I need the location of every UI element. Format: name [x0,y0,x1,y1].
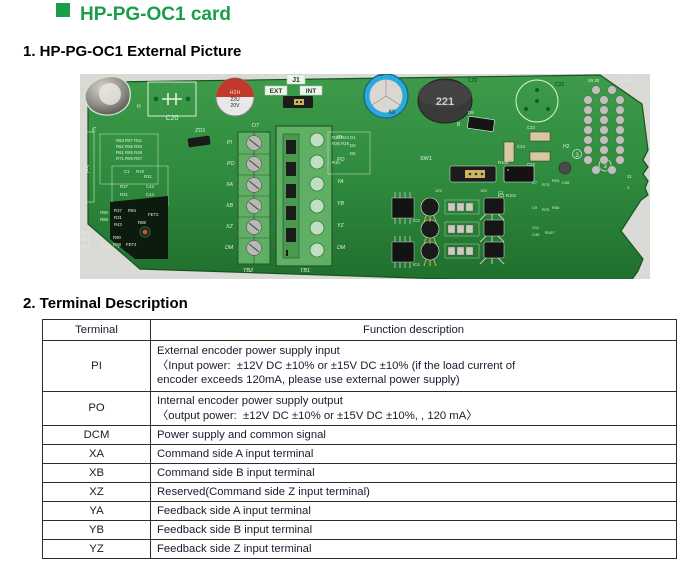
svg-text:R03: R03 [552,178,560,183]
svg-text:YA: YA [337,179,344,185]
svg-text:R20 R24: R20 R24 [332,135,350,140]
svg-text:R31: R31 [114,215,122,220]
svg-text:FET2: FET2 [148,212,159,217]
svg-text:R98: R98 [100,217,108,222]
svg-text:R107: R107 [545,230,555,235]
svg-text:C26: C26 [468,78,477,84]
svg-text:R90: R90 [113,235,121,240]
svg-text:R37: R37 [114,208,122,213]
svg-text:C9: C9 [532,205,538,210]
svg-text:C45: C45 [562,180,570,185]
svg-text:R06: R06 [552,205,560,210]
svg-text:R92: R92 [102,244,110,249]
svg-text:29 30: 29 30 [588,78,600,83]
svg-text:DM: DM [225,245,234,251]
svg-text:L1: L1 [378,74,384,78]
svg-text:C49: C49 [532,232,540,237]
svg-text:R45: R45 [82,237,90,242]
svg-text:IC3: IC3 [413,218,420,223]
svg-text:D5: D5 [350,151,356,156]
svg-text:C32: C32 [555,82,564,88]
svg-text:C24: C24 [517,144,525,149]
svg-text:221: 221 [436,96,454,108]
svg-text:FET4: FET4 [126,242,137,247]
svg-text:68: 68 [389,110,396,116]
svg-text:R94: R94 [128,208,136,213]
svg-text:14 15: 14 15 [620,78,632,83]
svg-text:R88: R88 [138,220,146,225]
svg-text:XA: XA [225,182,233,188]
svg-text:D1: D1 [350,135,356,140]
svg-text:20V: 20V [231,103,241,109]
svg-text:R71 R69 R67: R71 R69 R67 [116,156,143,161]
svg-text:R98: R98 [113,242,121,247]
svg-text:SW1: SW1 [420,156,432,162]
svg-text:R63 R57 R51: R63 R57 R51 [116,138,143,143]
svg-text:EXT: EXT [270,88,283,95]
svg-text:ZD1: ZD1 [195,128,205,134]
svg-text:C1: C1 [498,190,504,195]
svg-text:IC4: IC4 [413,262,420,267]
svg-text:PI: PI [227,140,232,146]
svg-text:8: 8 [457,122,460,128]
svg-text:C44: C44 [146,192,154,197]
svg-text:XB: XB [225,203,233,209]
svg-text:H2H: H2H [229,90,240,96]
svg-text:XZ: XZ [225,224,233,230]
svg-text:YB: YB [337,201,344,207]
svg-text:H2: H2 [563,144,570,150]
svg-text:C11: C11 [532,225,540,230]
svg-text:12V: 12V [435,188,442,193]
svg-text:R31: R31 [120,192,128,197]
svg-text:21: 21 [627,174,632,179]
svg-text:INT: INT [306,88,317,95]
svg-text:[G1]: [G1] [84,165,89,173]
svg-text:R47: R47 [82,244,90,249]
svg-text:TB2: TB2 [243,268,253,274]
svg-text:R26 R28: R26 R28 [332,141,350,146]
svg-text:R100: R100 [498,160,509,165]
svg-text:C23: C23 [527,125,535,130]
svg-text:D9: D9 [468,110,474,115]
svg-text:R75: R75 [542,207,550,212]
svg-text:C20: C20 [166,115,179,122]
svg-text:R73: R73 [542,182,550,187]
svg-text:R90: R90 [100,210,108,215]
svg-text:C1: C1 [124,169,130,174]
svg-text:DM: DM [337,245,346,251]
svg-text:C43: C43 [146,184,154,189]
svg-text:R41: R41 [82,230,90,235]
svg-text:R10: R10 [332,160,340,165]
svg-text:D3: D3 [350,143,356,148]
svg-text:C7: C7 [532,180,538,185]
svg-text:15V: 15V [480,188,487,193]
svg-text:R43: R43 [114,222,122,227]
svg-text:J1: J1 [292,77,300,84]
svg-text:D7: D7 [252,123,259,129]
svg-text:TB1: TB1 [300,268,310,274]
svg-text:R62 R56 R50: R62 R56 R50 [116,144,143,149]
svg-text:R61 R55 R49: R61 R55 R49 [116,150,143,155]
svg-text:R37: R37 [120,184,128,189]
svg-text:PO: PO [227,161,235,167]
svg-text:YZ: YZ [337,223,344,229]
svg-text:R21: R21 [144,174,152,179]
svg-text:H: H [137,104,141,110]
